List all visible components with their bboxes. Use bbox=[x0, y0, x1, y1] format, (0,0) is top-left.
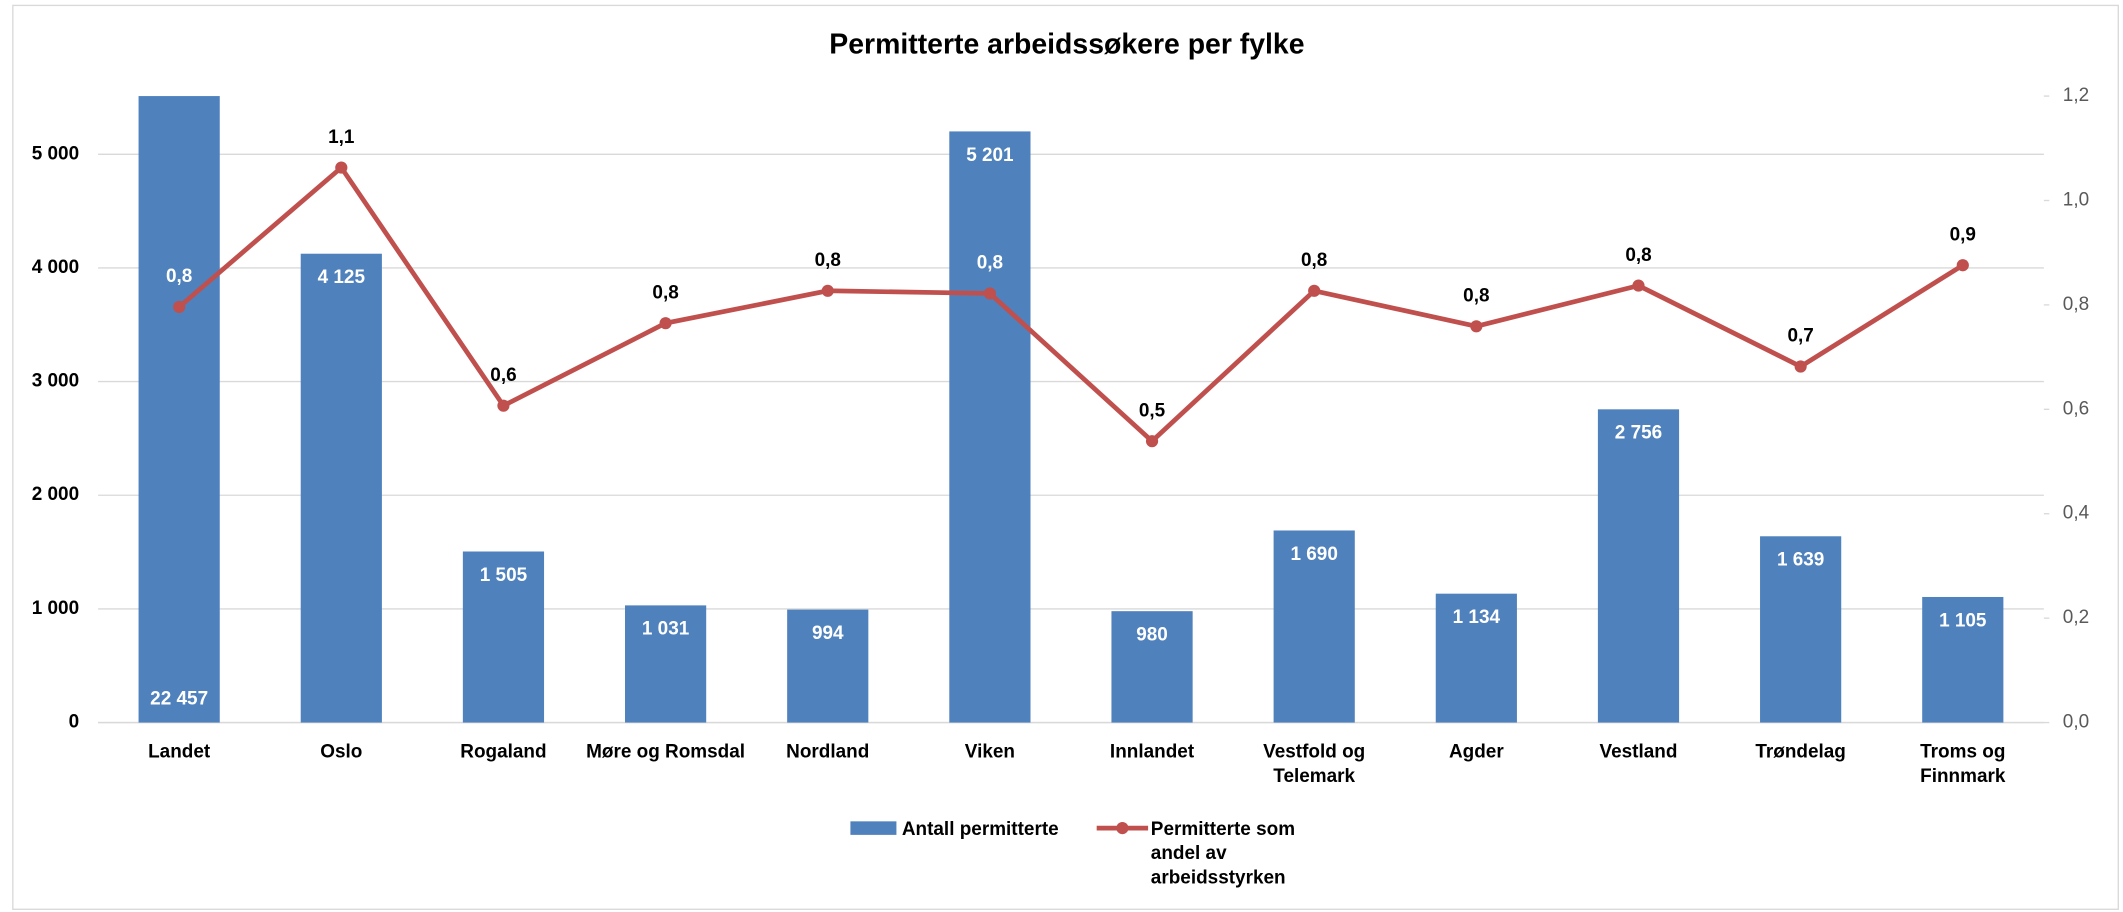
x-tick-label-box: Oslo bbox=[320, 740, 363, 762]
bar bbox=[1273, 530, 1355, 723]
y2-tick-label: 0,4 bbox=[2063, 503, 2089, 524]
y-tick-label: 1 000 bbox=[32, 598, 79, 619]
x-tick-label: Rogaland bbox=[460, 740, 547, 762]
x-tick-label: Oslo bbox=[320, 740, 363, 762]
bar-value-label: 1 105 bbox=[1939, 610, 1986, 631]
x-tick-label: Innlandet bbox=[1109, 740, 1195, 762]
x-tick-label-box: Agder bbox=[1448, 740, 1504, 762]
bar bbox=[1435, 593, 1517, 723]
line-point bbox=[1632, 279, 1645, 292]
bar-value-label: 1 031 bbox=[642, 619, 689, 640]
x-tick-label-box: Innlandet bbox=[1109, 740, 1195, 762]
line-point bbox=[173, 300, 186, 314]
legend-label: Antall permitterte bbox=[901, 817, 1059, 839]
line-value-label: 0,8 bbox=[977, 253, 1003, 274]
line-value-label: 1,1 bbox=[328, 127, 354, 148]
line-value-label: 0,5 bbox=[1139, 400, 1165, 421]
x-tick-label: Vestland bbox=[1599, 740, 1678, 762]
bar-value-label: 1 639 bbox=[1777, 550, 1824, 571]
bar bbox=[138, 96, 220, 723]
bar bbox=[1760, 536, 1842, 723]
legend-swatch bbox=[850, 821, 897, 835]
line-value-label: 0,9 bbox=[1950, 224, 1976, 245]
line-point bbox=[1794, 360, 1807, 373]
x-tick-label: Nordland bbox=[786, 740, 870, 762]
line-value-label: 0,8 bbox=[166, 266, 192, 287]
x-tick-label: Møre og Romsdal bbox=[586, 740, 746, 762]
line-point bbox=[335, 161, 348, 174]
line-value-label: 0,6 bbox=[490, 365, 516, 386]
line-value-label: 0,8 bbox=[815, 250, 841, 271]
x-tick-label: Agder bbox=[1448, 740, 1504, 762]
bar-value-label: 22 457 bbox=[150, 689, 208, 710]
x-tick-label-box: Trøndelag bbox=[1755, 740, 1846, 762]
y2-tick-label: 1,0 bbox=[2063, 189, 2089, 210]
line bbox=[177, 164, 1965, 445]
x-tick-label-box: Vestland bbox=[1599, 740, 1678, 762]
bar-value-label: 2 756 bbox=[1615, 423, 1662, 444]
x-tick-label: Landet bbox=[148, 740, 211, 762]
x-tick-label-box: Nordland bbox=[786, 740, 870, 762]
x-tick-label-box: Møre og Romsdal bbox=[586, 740, 746, 762]
bar bbox=[787, 609, 869, 723]
line-point bbox=[983, 287, 996, 300]
y2-tick-label: 1,2 bbox=[2063, 85, 2089, 106]
bar bbox=[462, 551, 545, 723]
y2-tick-label: 0,8 bbox=[2063, 294, 2089, 315]
bar bbox=[949, 131, 1031, 723]
line-value-label: 0,8 bbox=[1301, 250, 1327, 271]
y-tick-label: 4 000 bbox=[32, 257, 79, 278]
x-tick-label: Trøndelag bbox=[1755, 740, 1846, 762]
line-value-label: 0,8 bbox=[1625, 245, 1651, 266]
bar bbox=[1922, 596, 2004, 723]
y2-tick-label: 0,2 bbox=[2063, 607, 2089, 628]
legend-label-box: Permitterte som andel av arbeidsstyrken bbox=[1150, 817, 1296, 888]
line-point bbox=[659, 317, 672, 330]
x-tick-label-box: Landet bbox=[148, 740, 211, 762]
line-value-label: 0,8 bbox=[652, 282, 678, 303]
x-tick-label: Vestfold og Telemark bbox=[1263, 740, 1366, 787]
bar bbox=[1111, 611, 1193, 723]
bar-value-label: 4 125 bbox=[318, 267, 365, 288]
bar bbox=[1597, 409, 1680, 723]
bar-value-label: 1 505 bbox=[480, 565, 527, 586]
y-tick-label: 3 000 bbox=[32, 371, 79, 392]
bar-value-label: 5 201 bbox=[966, 145, 1013, 166]
bar-value-label: 1 134 bbox=[1453, 607, 1501, 628]
y-tick-label: 0 bbox=[69, 712, 80, 733]
x-tick-label: Troms og Finnmark bbox=[1920, 740, 2006, 787]
bar bbox=[625, 605, 707, 723]
x-tick-label-box: Rogaland bbox=[460, 740, 547, 762]
chart-title: Permitterte arbeidssøkere per fylke bbox=[829, 29, 1304, 61]
line-value-label: 0,8 bbox=[1463, 286, 1489, 307]
line-point bbox=[1308, 284, 1321, 297]
bar bbox=[300, 253, 382, 723]
line-point bbox=[1956, 259, 1969, 272]
bar-value-label: 980 bbox=[1136, 625, 1168, 646]
x-tick-label-box: Viken bbox=[964, 740, 1015, 762]
bar-value-label: 994 bbox=[812, 623, 844, 644]
line-value-label: 0,7 bbox=[1787, 326, 1813, 347]
x-tick-label-box: Troms og Finnmark bbox=[1920, 740, 2006, 787]
bar-value-label: 1 690 bbox=[1290, 544, 1337, 565]
x-tick-label-box: Vestfold og Telemark bbox=[1263, 740, 1366, 787]
y-tick-label: 5 000 bbox=[32, 143, 79, 164]
line-point bbox=[821, 284, 834, 297]
y2-tick-label: 0,0 bbox=[2063, 712, 2089, 733]
y2-tick-label: 0,6 bbox=[2063, 398, 2089, 419]
line-point bbox=[497, 399, 510, 412]
line-point bbox=[1145, 435, 1159, 448]
legend-label: Permitterte som andel av arbeidsstyrken bbox=[1150, 817, 1296, 888]
x-tick-label: Viken bbox=[964, 740, 1015, 762]
legend-swatch-point bbox=[1116, 822, 1129, 835]
y-tick-label: 2 000 bbox=[32, 484, 79, 505]
line-point bbox=[1470, 320, 1483, 333]
legend-label-box: Antall permitterte bbox=[901, 817, 1059, 839]
